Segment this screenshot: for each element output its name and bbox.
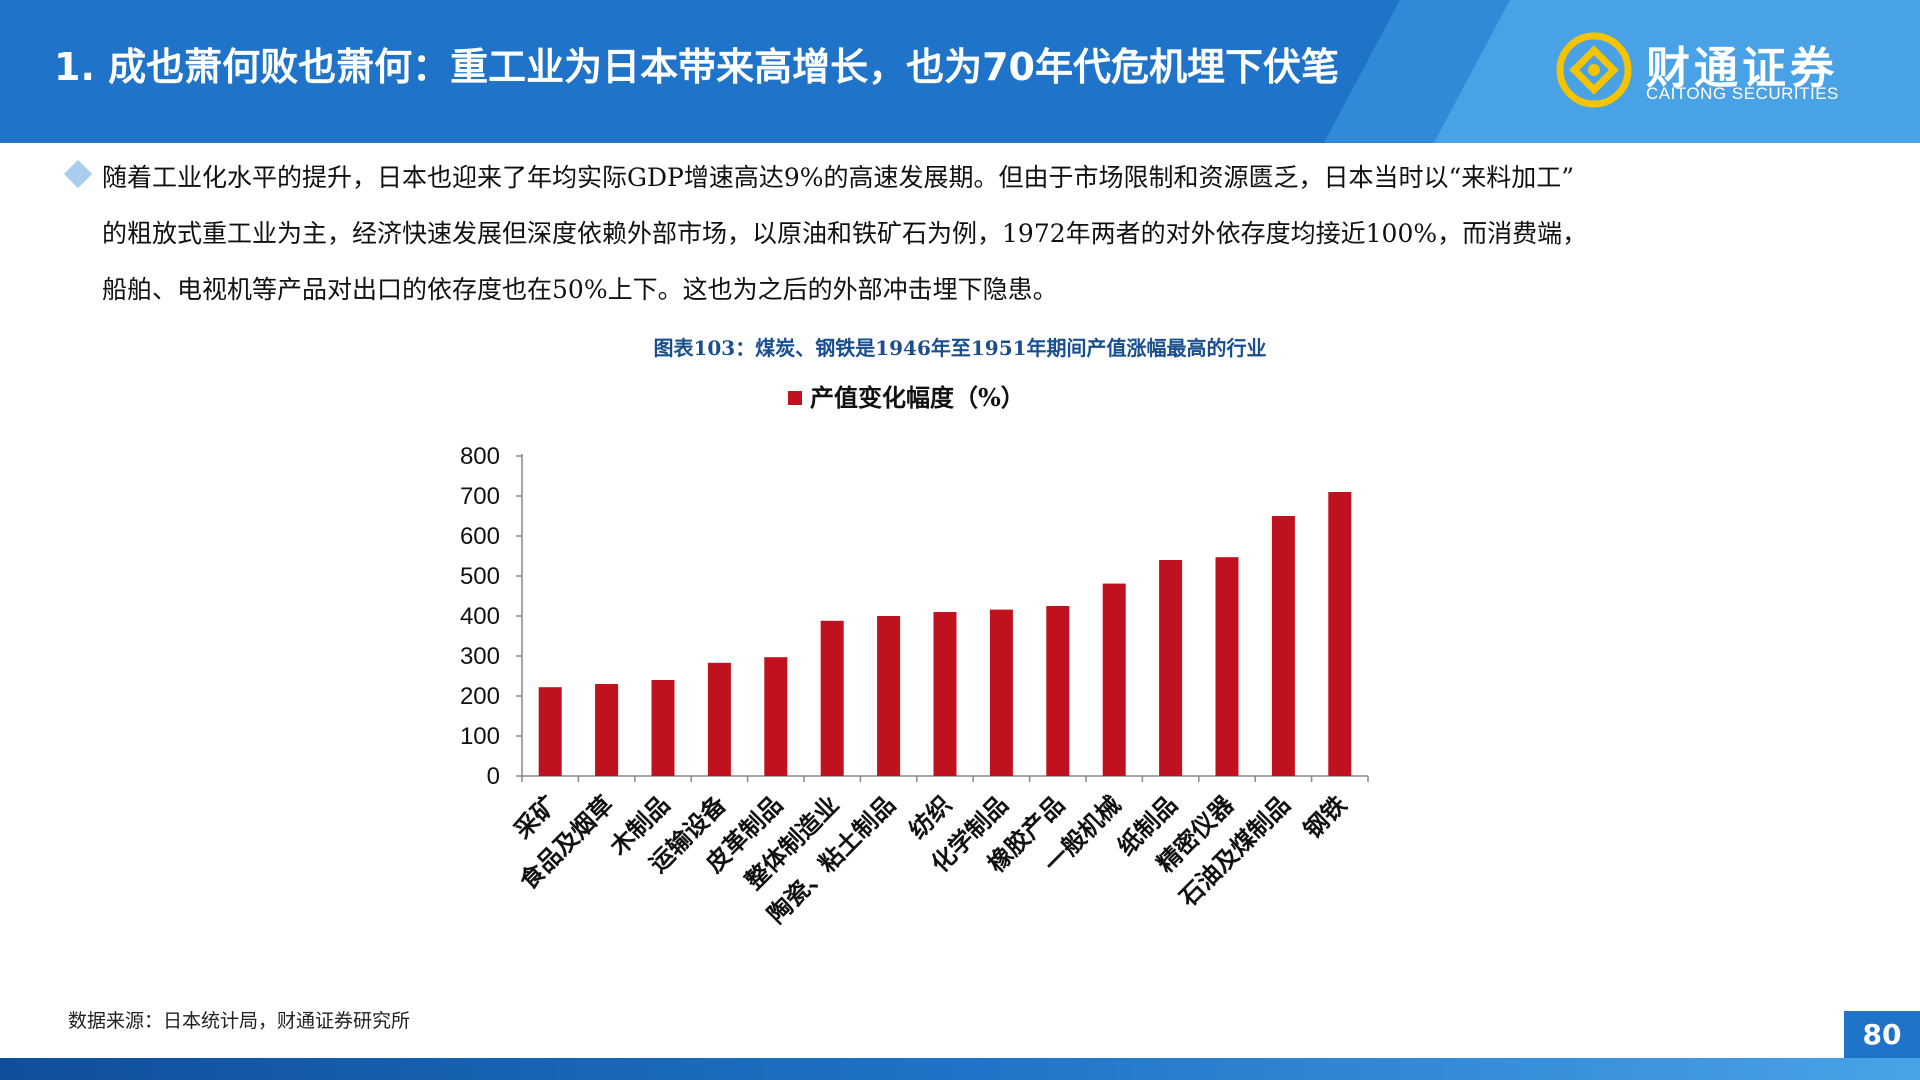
bar [1046,606,1070,776]
body-paragraph: 随着工业化水平的提升，日本也迎来了年均实际GDP增速高达9%的高速发展期。但由于… [102,150,1862,318]
logo-text-cn: 财通证券 [1646,43,1838,94]
header-banner: 1. 成也萧何败也萧何：重工业为日本带来高增长，也为70年代危机埋下伏笔 财通证… [0,0,1920,143]
company-logo: 财通证券 CAITONG SECURITIES [1554,30,1894,110]
paragraph-line: 的粗放式重工业为主，经济快速发展但深度依赖外部市场，以原油和铁矿石为例，1972… [102,219,1588,248]
bar [651,680,675,776]
bar [820,620,844,776]
y-tick-label: 800 [460,443,500,470]
bar [1215,557,1239,776]
bar [989,609,1013,776]
bar [707,662,731,776]
logo-icon [1556,32,1632,108]
bar [1328,492,1352,776]
bar [1102,583,1126,776]
y-tick-label: 100 [460,723,500,750]
page-title: 1. 成也萧何败也萧何：重工业为日本带来高增长，也为70年代危机埋下伏笔 [54,45,1339,89]
y-tick-label: 300 [460,643,500,670]
footer-bar [0,1058,1920,1080]
bar-chart: 产值变化幅度（%）0100200300400500600700800采矿食品及烟… [460,383,1369,929]
y-tick-label: 600 [460,523,500,550]
source-note: 数据来源：日本统计局，财通证券研究所 [68,1010,411,1032]
bar [764,657,788,776]
bar [595,684,619,776]
paragraph-line: 随着工业化水平的提升，日本也迎来了年均实际GDP增速高达9%的高速发展期。但由于… [102,163,1575,192]
y-tick-label: 700 [460,483,500,510]
y-tick-label: 0 [487,763,500,790]
paragraph-line: 船舶、电视机等产品对出口的依存度也在50%上下。这也为之后的外部冲击埋下隐患。 [102,275,1058,304]
bar [877,616,901,776]
bar [1271,516,1295,776]
x-category-label: 钢铁 [1298,790,1352,844]
bar [538,687,562,776]
chart-caption: 图表103：煤炭、钢铁是1946年至1951年期间产值涨幅最高的行业 [653,336,1267,360]
bar [1159,560,1183,776]
page-number: 80 [1844,1011,1920,1058]
legend-swatch [788,391,802,405]
legend-label: 产值变化幅度（%） [810,383,1025,412]
logo-text-en: CAITONG SECURITIES [1646,84,1839,103]
y-tick-label: 500 [460,563,500,590]
y-tick-label: 200 [460,683,500,710]
bar [933,612,957,776]
y-tick-label: 400 [460,603,500,630]
